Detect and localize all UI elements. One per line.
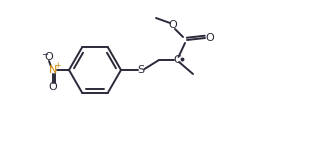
Text: −: − [41, 51, 48, 60]
Text: O: O [45, 52, 53, 62]
Text: O: O [206, 33, 214, 43]
Text: N: N [49, 65, 57, 75]
Text: O: O [169, 20, 177, 30]
Text: O: O [48, 82, 57, 93]
Text: C: C [173, 55, 181, 65]
Text: S: S [137, 65, 145, 75]
Text: +: + [54, 62, 61, 71]
